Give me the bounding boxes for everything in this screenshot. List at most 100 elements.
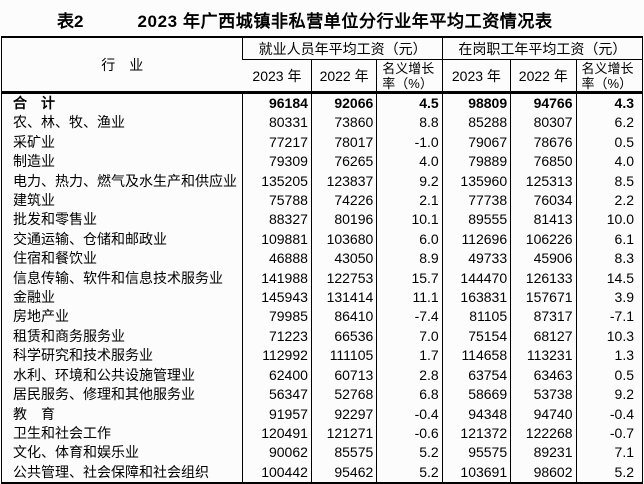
value-cell: 121271 (310, 423, 377, 444)
table-row: 科学研究和技术服务业 112992 111105 1.7 114658 113231 1.3 (2, 346, 643, 366)
col-header-employed-growth-rate: 名义增长率（%） (376, 59, 443, 94)
value-cell: 45906 (510, 249, 577, 269)
value-cell: 122753 (310, 268, 377, 289)
value-cell: 112992 (242, 346, 312, 366)
value-cell: 100442 (242, 462, 312, 484)
industry-cell: 金融业 (13, 289, 55, 306)
value-cell: 96184 (242, 92, 312, 114)
value-cell: 95462 (310, 462, 377, 484)
value-cell: 79309 (242, 152, 312, 172)
page-title: 2023 年广西城镇非私营单位分行业年平均工资情况表 (137, 12, 553, 31)
value-cell: -1.0 (376, 132, 443, 153)
value-cell: 76850 (510, 152, 577, 172)
table-row: 农、林、牧、渔业 80331 73860 8.8 85288 80307 6.2 (2, 113, 643, 133)
table-header: 行 业 就业人员年平均工资（元） 在岗职工年平均工资（元） 2023 年 202… (1, 37, 643, 94)
value-cell: 78017 (310, 132, 377, 153)
value-cell: 4.0 (376, 152, 443, 172)
value-cell: 2.1 (376, 191, 443, 211)
table-number-label: 表2 (57, 12, 84, 31)
table-row: 租赁和商务服务业 71223 66536 7.0 75154 68127 10.3 (2, 326, 643, 347)
table-row: 卫生和社会工作 120491 121271 -0.6 121372 122268 -0.7 (2, 423, 643, 444)
value-cell: 81413 (510, 210, 577, 230)
value-cell: 75788 (242, 191, 312, 211)
value-cell: 49733 (441, 249, 511, 269)
value-cell: 79985 (242, 307, 312, 327)
industry-cell: 公共管理、社会保障和社会组织 (13, 463, 209, 480)
value-cell: 6.8 (376, 385, 443, 405)
value-cell: 68127 (510, 326, 577, 347)
value-cell: 92297 (310, 404, 377, 424)
value-cell: 80196 (310, 210, 377, 230)
value-cell: 103680 (310, 229, 377, 250)
value-cell: 0.5 (575, 132, 643, 153)
industry-column-header: 行 业 (1, 37, 243, 94)
value-cell: 94766 (510, 92, 577, 114)
col-header-staff-2022: 2022 年 (510, 59, 577, 94)
value-cell: 8.9 (376, 249, 443, 269)
industry-cell: 科学研究和技术服务业 (13, 347, 153, 364)
value-cell: 73860 (310, 113, 377, 133)
value-cell: 10.1 (376, 210, 443, 230)
industry-cell: 租赁和商务服务业 (13, 327, 125, 344)
value-cell: 90062 (242, 443, 312, 463)
industry-cell: 批发和零售业 (13, 211, 97, 228)
value-cell: 6.1 (575, 229, 643, 250)
value-cell: 88327 (242, 210, 312, 230)
value-cell: 141988 (242, 268, 312, 289)
value-cell: 103691 (441, 462, 511, 484)
value-cell: 106226 (510, 229, 577, 250)
value-cell: 135960 (441, 171, 511, 192)
value-cell: 135205 (242, 171, 312, 192)
col-header-employed-2022: 2022 年 (310, 59, 377, 94)
table-row: 水利、环境和公共设施管理业 62400 60713 2.8 63754 63463 0.5 (2, 365, 643, 386)
industry-cell: 水利、环境和公共设施管理业 (13, 366, 195, 383)
value-cell: 46888 (242, 249, 312, 269)
value-cell: 77738 (441, 191, 511, 211)
value-cell: 87317 (510, 307, 577, 327)
value-cell: -0.4 (575, 404, 643, 424)
value-cell: 145943 (242, 288, 312, 308)
industry-cell: 卫生和社会工作 (13, 424, 111, 441)
value-cell: 111105 (310, 346, 377, 366)
value-cell: 89555 (441, 210, 511, 230)
value-cell: 76265 (310, 152, 377, 172)
table-row: 金融业 145943 131414 11.1 163831 157671 3.9 (2, 288, 643, 308)
value-cell: -0.4 (376, 404, 443, 424)
value-cell: 94348 (441, 404, 511, 424)
value-cell: 4.5 (376, 92, 443, 114)
table-row: 批发和零售业 88327 80196 10.1 89555 81413 10.0 (2, 210, 643, 230)
value-cell: 79067 (441, 132, 511, 153)
value-cell: -7.4 (376, 307, 443, 327)
value-cell: 43050 (310, 249, 377, 269)
sub-header-row: 2023 年 2022 年 名义增长率（%） 2023 年 2022 年 名义增… (2, 59, 643, 94)
col-header-staff-growth-rate: 名义增长率（%） (575, 59, 643, 94)
value-cell: 114658 (441, 346, 511, 366)
value-cell: 85288 (441, 113, 511, 133)
value-cell: -0.7 (575, 423, 643, 444)
value-cell: 122268 (510, 423, 577, 444)
industry-cell: 交通运输、仓储和邮政业 (13, 230, 167, 247)
col-header-staff-2023: 2023 年 (441, 59, 511, 94)
value-cell: 4.3 (575, 92, 643, 114)
value-cell: 15.7 (376, 268, 443, 289)
value-cell: 10.3 (575, 326, 643, 347)
value-cell: 123837 (310, 171, 377, 192)
wage-table: 行 业 就业人员年平均工资（元） 在岗职工年平均工资（元） 2023 年 202… (1, 36, 643, 484)
value-cell: 125313 (510, 171, 577, 192)
value-cell: 92066 (310, 92, 377, 114)
table-row: 住宿和餐饮业 46888 43050 8.9 49733 45906 8.3 (2, 249, 643, 269)
value-cell: 5.2 (376, 462, 443, 484)
value-cell: 1.3 (575, 346, 643, 366)
table-caption: 表2 2023 年广西城镇非私营单位分行业年平均工资情况表 (0, 0, 644, 36)
value-cell: 56347 (242, 385, 312, 405)
table-row: 公共管理、社会保障和社会组织 100442 95462 5.2 103691 98602 5… (2, 462, 643, 484)
industry-cell: 教 育 (13, 405, 55, 422)
table-row: 电力、热力、燃气及水生产和供应业 135205 123837 9.2 135960 125… (2, 171, 643, 192)
value-cell: 77217 (242, 132, 312, 153)
table-row: 建筑业 75788 74226 2.1 77738 76034 2.2 (2, 191, 643, 211)
value-cell: 89231 (510, 443, 577, 463)
value-cell: 113231 (510, 346, 577, 366)
value-cell: 4.0 (575, 152, 643, 172)
industry-cell: 文化、体育和娱乐业 (13, 444, 139, 461)
